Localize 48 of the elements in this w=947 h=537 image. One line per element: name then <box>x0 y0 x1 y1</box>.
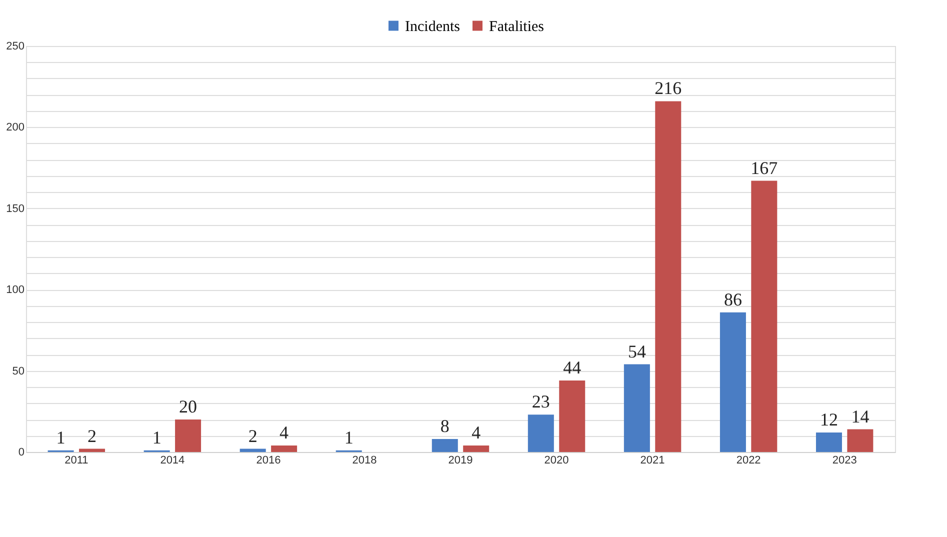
y-tick-label: 50 <box>12 365 24 378</box>
bar <box>432 439 458 452</box>
bar <box>816 432 842 452</box>
bar <box>463 446 490 452</box>
data-label: 1 <box>152 427 162 448</box>
data-label: 86 <box>724 289 742 310</box>
data-label: 4 <box>472 422 481 443</box>
x-tick-label: 2021 <box>640 454 665 466</box>
x-tick-label: 2020 <box>544 454 569 466</box>
data-label: 20 <box>179 396 198 417</box>
bar <box>79 448 106 452</box>
data-label: 44 <box>563 358 582 378</box>
data-label: 14 <box>851 406 870 426</box>
x-tick-label: 2022 <box>736 454 761 466</box>
legend-label: Incidents <box>405 18 460 35</box>
data-label: 167 <box>750 158 778 178</box>
bar <box>751 180 778 452</box>
x-tick-label: 2011 <box>64 454 88 466</box>
x-tick-label: 2014 <box>160 454 185 466</box>
data-label: 8 <box>440 416 450 436</box>
bar <box>720 312 746 452</box>
x-tick-label: 2016 <box>256 454 281 466</box>
bar <box>559 380 586 452</box>
bar <box>847 429 874 452</box>
y-tick-label: 200 <box>6 122 24 134</box>
y-tick-label: 150 <box>6 202 24 215</box>
data-label: 2 <box>248 426 258 446</box>
x-tick-label: 2023 <box>832 454 857 466</box>
bar <box>240 448 266 452</box>
data-label: 1 <box>56 427 66 448</box>
data-label: 216 <box>654 78 682 98</box>
bar <box>624 364 650 452</box>
data-label: 12 <box>820 410 838 430</box>
bar <box>271 446 298 452</box>
bar <box>655 101 682 452</box>
y-tick-label: 0 <box>18 446 24 458</box>
data-label: 54 <box>628 341 646 362</box>
legend-label: Fatalities <box>489 18 544 35</box>
data-label: 4 <box>280 422 289 443</box>
data-label: 23 <box>532 392 550 412</box>
y-tick-label: 100 <box>6 284 24 296</box>
x-tick-label: 2019 <box>448 454 473 466</box>
x-tick-label: 2018 <box>352 454 377 466</box>
y-tick-label: 250 <box>6 40 24 52</box>
bar <box>175 420 202 452</box>
data-label: 2 <box>88 426 97 446</box>
data-label: 1 <box>344 427 354 448</box>
bar <box>528 414 554 452</box>
